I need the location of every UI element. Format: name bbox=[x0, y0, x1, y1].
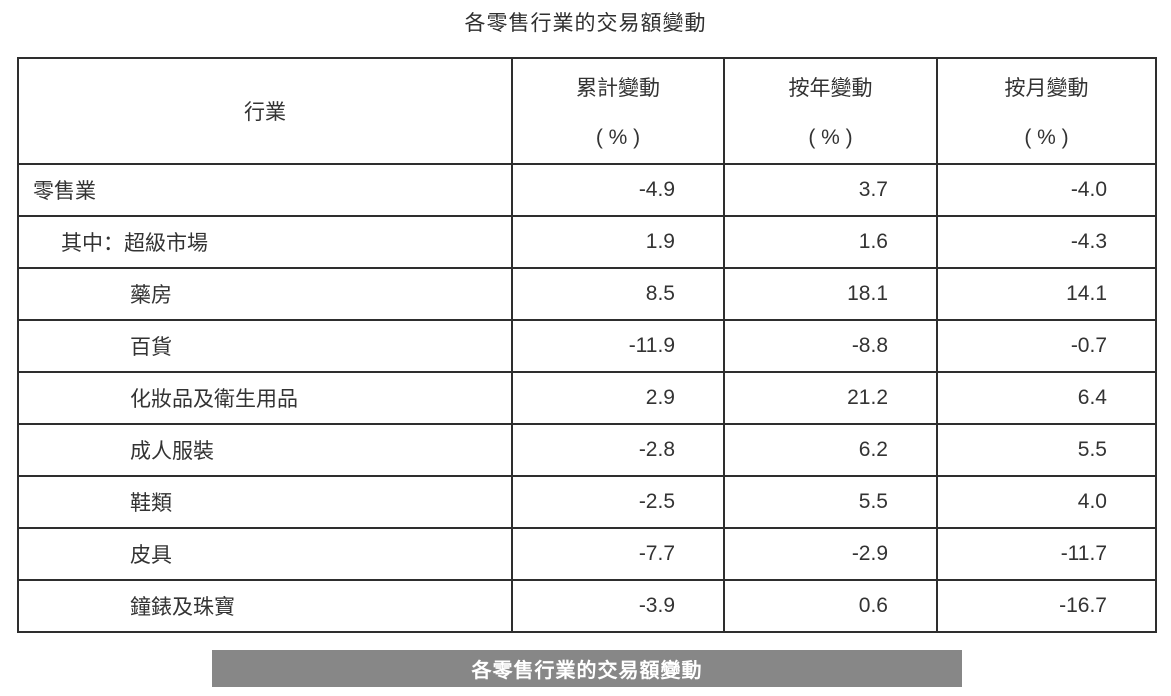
yoy-change-cell: 1.6 bbox=[723, 215, 938, 269]
table-row: 鞋類 -2.5 5.5 4.0 bbox=[17, 475, 1157, 529]
table-row: 其中：超級市場 1.9 1.6 -4.3 bbox=[17, 215, 1157, 269]
industry-cell: 鐘錶及珠寶 bbox=[17, 579, 513, 633]
mom-change-cell: -4.0 bbox=[936, 163, 1157, 217]
industry-cell: 化妝品及衛生用品 bbox=[17, 371, 513, 425]
cumulative-change-cell: -2.8 bbox=[511, 423, 725, 477]
cumulative-change-cell: 2.9 bbox=[511, 371, 725, 425]
column-header-label: 行業 bbox=[244, 101, 286, 124]
header-row: 行業 累計變動 ( % ) 按年變動 ( % ) 按月變動 ( % ) bbox=[17, 57, 1157, 165]
column-header-unit: ( % ) bbox=[595, 126, 641, 149]
industry-cell: 零售業 bbox=[17, 163, 513, 217]
industry-cell: 藥房 bbox=[17, 267, 513, 321]
column-header-unit: ( % ) bbox=[808, 126, 853, 149]
caption-text: 各零售行業的交易額變動 bbox=[471, 660, 703, 682]
mom-change-cell: 4.0 bbox=[936, 475, 1157, 529]
column-header-label: 按年變動 bbox=[788, 77, 873, 100]
industry-cell: 其中：超級市場 bbox=[17, 215, 513, 269]
mom-change-cell: 14.1 bbox=[936, 267, 1157, 321]
table-header: 行業 累計變動 ( % ) 按年變動 ( % ) 按月變動 ( % ) bbox=[17, 57, 1157, 165]
mom-change-cell: 5.5 bbox=[936, 423, 1157, 477]
table-row: 零售業 -4.9 3.7 -4.0 bbox=[17, 163, 1157, 217]
column-header-cumulative-change: 累計變動 ( % ) bbox=[511, 57, 725, 165]
industry-cell: 百貨 bbox=[17, 319, 513, 373]
yoy-change-cell: -2.9 bbox=[723, 527, 938, 581]
mom-change-cell: -11.7 bbox=[936, 527, 1157, 581]
cumulative-change-cell: -4.9 bbox=[511, 163, 725, 217]
column-header-industry: 行業 bbox=[17, 57, 513, 165]
cumulative-change-cell: -3.9 bbox=[511, 579, 725, 633]
yoy-change-cell: 0.6 bbox=[723, 579, 938, 633]
cumulative-change-cell: 8.5 bbox=[511, 267, 725, 321]
yoy-change-cell: 3.7 bbox=[723, 163, 938, 217]
column-header-mom-change: 按月變動 ( % ) bbox=[936, 57, 1157, 165]
cumulative-change-cell: -11.9 bbox=[511, 319, 725, 373]
mom-change-cell: -0.7 bbox=[936, 319, 1157, 373]
table-row: 百貨 -11.9 -8.8 -0.7 bbox=[17, 319, 1157, 373]
cumulative-change-cell: -2.5 bbox=[511, 475, 725, 529]
mom-change-cell: 6.4 bbox=[936, 371, 1157, 425]
table-row: 藥房 8.5 18.1 14.1 bbox=[17, 267, 1157, 321]
industry-cell: 皮具 bbox=[17, 527, 513, 581]
table-row: 化妝品及衛生用品 2.9 21.2 6.4 bbox=[17, 371, 1157, 425]
mom-change-cell: -4.3 bbox=[936, 215, 1157, 269]
yoy-change-cell: -8.8 bbox=[723, 319, 938, 373]
column-header-label: 累計變動 bbox=[576, 77, 660, 100]
page-title: 各零售行業的交易額變動 bbox=[464, 12, 707, 35]
yoy-change-cell: 18.1 bbox=[723, 267, 938, 321]
column-header-unit: ( % ) bbox=[1024, 126, 1069, 149]
industry-cell: 鞋類 bbox=[17, 475, 513, 529]
yoy-change-cell: 5.5 bbox=[723, 475, 938, 529]
column-header-yoy-change: 按年變動 ( % ) bbox=[723, 57, 938, 165]
mom-change-cell: -16.7 bbox=[936, 579, 1157, 633]
table-row: 皮具 -7.7 -2.9 -11.7 bbox=[17, 527, 1157, 581]
table-body: 零售業 -4.9 3.7 -4.0 其中：超級市場 1.9 1.6 -4.3 藥房 8.5 18.1… bbox=[17, 163, 1157, 633]
caption-bar: 各零售行業的交易額變動 bbox=[212, 650, 962, 687]
table-row: 成人服裝 -2.8 6.2 5.5 bbox=[17, 423, 1157, 477]
cumulative-change-cell: -7.7 bbox=[511, 527, 725, 581]
yoy-change-cell: 6.2 bbox=[723, 423, 938, 477]
yoy-change-cell: 21.2 bbox=[723, 371, 938, 425]
column-header-label: 按月變動 bbox=[1004, 77, 1089, 100]
industry-cell: 成人服裝 bbox=[17, 423, 513, 477]
retail-change-table: 行業 累計變動 ( % ) 按年變動 ( % ) 按月變動 ( % ) bbox=[17, 57, 1157, 633]
table-row: 鐘錶及珠寶 -3.9 0.6 -16.7 bbox=[17, 579, 1157, 633]
cumulative-change-cell: 1.9 bbox=[511, 215, 725, 269]
